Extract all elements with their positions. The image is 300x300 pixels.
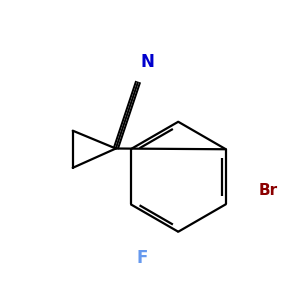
Text: F: F xyxy=(137,250,148,268)
Text: N: N xyxy=(140,53,154,71)
Text: Br: Br xyxy=(259,183,278,198)
